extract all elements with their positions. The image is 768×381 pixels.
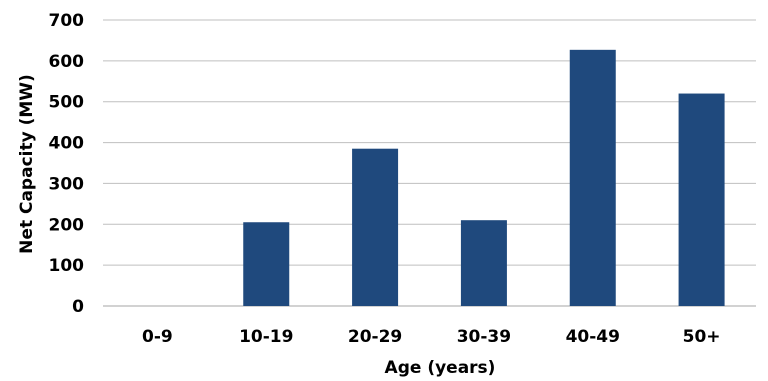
y-axis-title: Net Capacity (MW) — [17, 74, 37, 254]
bar-50+ — [678, 93, 725, 307]
y-tick-label: 700 — [49, 11, 85, 31]
x-tick-label: 20-29 — [348, 327, 402, 347]
y-tick-label: 200 — [49, 215, 85, 235]
y-tick-label: 300 — [49, 174, 85, 194]
y-tick-label: 100 — [49, 256, 85, 276]
bars — [243, 49, 725, 307]
x-tick-label: 50+ — [683, 327, 721, 347]
bar-20-29 — [352, 148, 399, 306]
bar-40-49 — [569, 49, 616, 306]
x-axis-title: Age (years) — [385, 358, 496, 378]
x-tick-label: 30-39 — [457, 327, 511, 347]
bar-10-19 — [243, 222, 290, 306]
bar-30-39 — [460, 220, 507, 306]
x-axis-ticks: 0-9 10-19 20-29 30-39 40-49 50+ — [142, 327, 720, 347]
y-tick-label: 400 — [49, 134, 85, 154]
grid-lines — [103, 19, 756, 307]
y-tick-label: 500 — [49, 93, 85, 113]
x-tick-label: 10-19 — [239, 327, 293, 347]
x-tick-label: 0-9 — [142, 327, 173, 347]
y-tick-label: 0 — [72, 297, 84, 317]
y-tick-label: 600 — [49, 52, 85, 72]
x-tick-label: 40-49 — [566, 327, 620, 347]
y-axis-ticks: 0 100 200 300 400 500 600 700 — [49, 11, 85, 317]
